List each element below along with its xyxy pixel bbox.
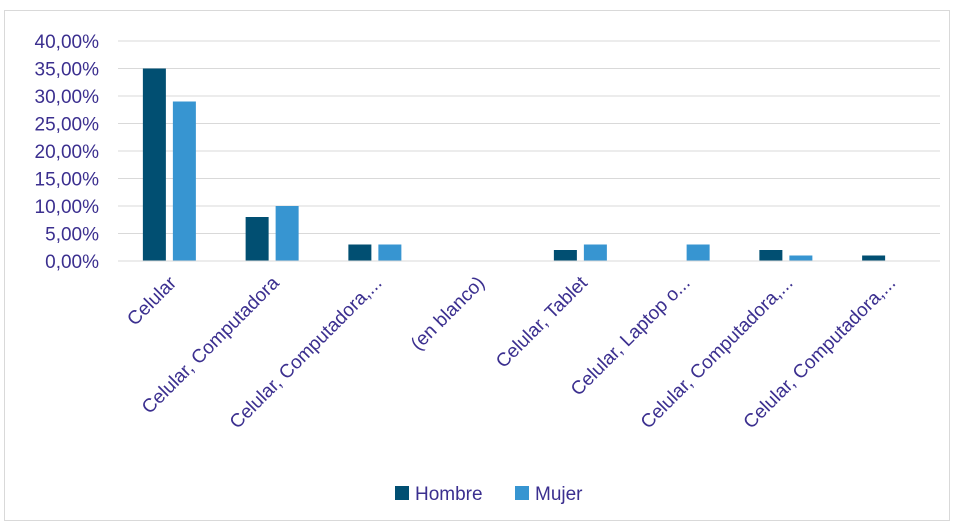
y-tick-label: 35,00% <box>35 60 100 81</box>
bar-mujer <box>789 255 813 261</box>
bar-mujer <box>275 206 299 261</box>
y-axis-tick-labels: 0,00% 5,00% 10,00% 15,00% 20,00% 25,00% 30,00%… <box>35 32 100 273</box>
legend-label-mujer: Mujer <box>535 484 583 505</box>
y-tick-label: 5,00% <box>45 225 99 246</box>
bar-mujer <box>686 244 710 261</box>
x-category-label: (en blanco) <box>407 273 489 355</box>
bars <box>142 68 886 261</box>
y-tick-label: 25,00% <box>35 115 100 136</box>
legend-swatch-mujer <box>515 486 529 500</box>
y-tick-label: 30,00% <box>35 87 100 108</box>
bar-hombre <box>553 250 577 261</box>
bar-mujer <box>172 101 196 261</box>
bar-hombre <box>348 244 372 261</box>
x-category-label: Celular <box>123 272 181 330</box>
bar-hombre <box>142 68 166 261</box>
legend: Hombre Mujer <box>395 484 583 505</box>
y-tick-label: 20,00% <box>35 142 100 163</box>
y-tick-label: 0,00% <box>45 252 99 273</box>
y-tick-label: 10,00% <box>35 197 100 218</box>
legend-swatch-hombre <box>395 486 409 500</box>
y-tick-label: 40,00% <box>35 32 100 53</box>
x-category-label: Celular, Tablet <box>492 272 592 372</box>
bar-hombre <box>862 255 886 261</box>
gridlines <box>118 40 940 234</box>
bar-hombre <box>245 217 269 261</box>
bar-hombre <box>759 250 783 261</box>
bar-mujer <box>583 244 607 261</box>
bar-mujer <box>378 244 402 261</box>
legend-label-hombre: Hombre <box>415 484 483 505</box>
y-tick-label: 15,00% <box>35 170 100 191</box>
